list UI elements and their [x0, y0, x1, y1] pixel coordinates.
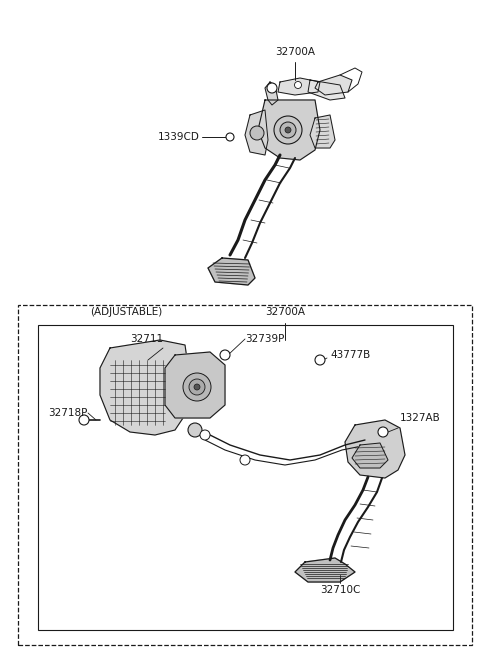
- Polygon shape: [258, 100, 320, 160]
- Circle shape: [295, 81, 301, 88]
- Circle shape: [200, 430, 210, 440]
- Circle shape: [250, 126, 264, 140]
- Circle shape: [240, 455, 250, 465]
- Circle shape: [285, 127, 291, 133]
- Bar: [18, 305, 472, 645]
- Polygon shape: [245, 110, 268, 155]
- Text: 32700A: 32700A: [265, 307, 305, 317]
- Text: 1327AB: 1327AB: [400, 413, 441, 423]
- Text: 32700A: 32700A: [275, 47, 315, 57]
- Circle shape: [79, 415, 89, 425]
- Circle shape: [274, 116, 302, 144]
- Circle shape: [280, 122, 296, 138]
- Polygon shape: [165, 352, 225, 418]
- Circle shape: [189, 379, 205, 395]
- Text: 32718P: 32718P: [48, 408, 88, 418]
- Polygon shape: [310, 115, 335, 148]
- Polygon shape: [315, 75, 352, 95]
- Circle shape: [188, 423, 202, 437]
- Polygon shape: [345, 420, 405, 478]
- Text: 1339CD: 1339CD: [158, 132, 200, 142]
- Text: 32711: 32711: [130, 334, 163, 344]
- Circle shape: [226, 133, 234, 141]
- Polygon shape: [308, 80, 345, 100]
- Circle shape: [194, 384, 200, 390]
- Circle shape: [315, 355, 325, 365]
- Polygon shape: [352, 443, 388, 468]
- Polygon shape: [208, 258, 255, 285]
- Text: 43777B: 43777B: [330, 350, 370, 360]
- Polygon shape: [100, 340, 190, 435]
- Text: 32710C: 32710C: [320, 585, 360, 595]
- Polygon shape: [295, 558, 355, 582]
- Polygon shape: [265, 82, 278, 105]
- Circle shape: [220, 350, 230, 360]
- Circle shape: [267, 83, 277, 93]
- Bar: [38, 325, 453, 630]
- Text: (ADJUSTABLE): (ADJUSTABLE): [90, 307, 162, 317]
- Polygon shape: [278, 78, 320, 95]
- Text: 32739P: 32739P: [245, 334, 285, 344]
- Circle shape: [183, 373, 211, 401]
- Circle shape: [378, 427, 388, 437]
